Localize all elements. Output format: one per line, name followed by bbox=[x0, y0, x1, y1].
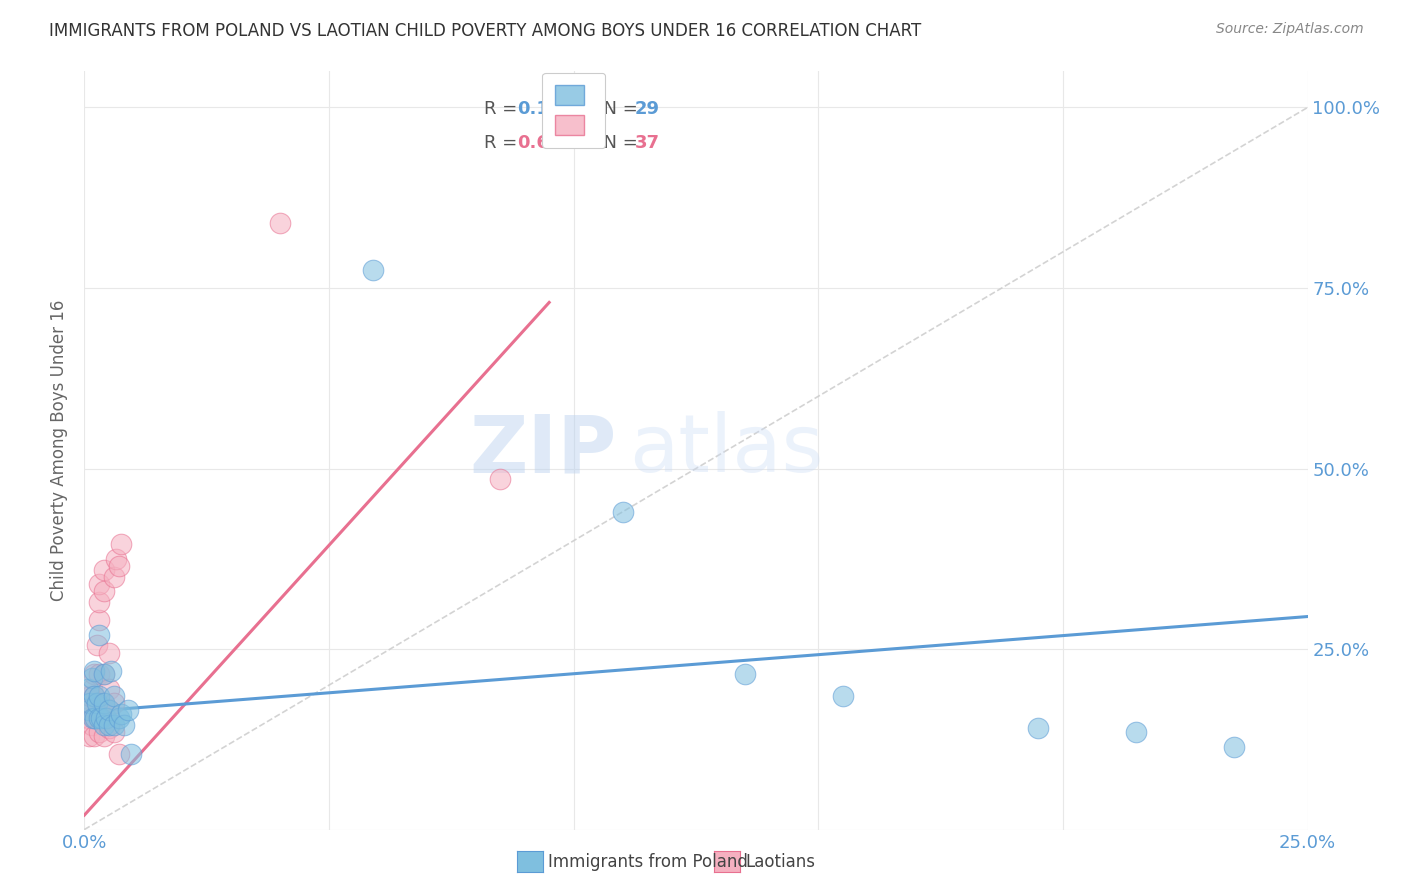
Text: R =: R = bbox=[484, 100, 523, 118]
Point bbox=[361, 263, 384, 277]
Point bbox=[87, 577, 110, 591]
Point bbox=[77, 703, 100, 717]
Point bbox=[87, 725, 110, 739]
Point bbox=[77, 696, 100, 710]
Point bbox=[77, 681, 100, 696]
Point bbox=[1028, 722, 1050, 736]
Text: R =: R = bbox=[484, 134, 523, 152]
Point bbox=[93, 711, 115, 725]
Point bbox=[87, 711, 110, 725]
Y-axis label: Child Poverty Among Boys Under 16: Child Poverty Among Boys Under 16 bbox=[51, 300, 69, 601]
Point bbox=[87, 627, 110, 641]
Text: 0.153: 0.153 bbox=[517, 100, 574, 118]
Text: 37: 37 bbox=[636, 134, 659, 152]
Point bbox=[1125, 725, 1147, 739]
Point bbox=[87, 667, 110, 681]
Point bbox=[93, 718, 115, 732]
Point bbox=[110, 537, 132, 551]
Point bbox=[612, 505, 634, 519]
Text: atlas: atlas bbox=[628, 411, 823, 490]
Point bbox=[107, 747, 129, 761]
Point bbox=[87, 613, 110, 627]
Point bbox=[80, 681, 103, 696]
Point bbox=[83, 664, 105, 678]
Point bbox=[83, 689, 105, 703]
Point bbox=[79, 696, 101, 710]
Point bbox=[80, 718, 103, 732]
Point bbox=[86, 639, 108, 653]
Point bbox=[97, 703, 120, 717]
Point bbox=[489, 472, 512, 486]
Point bbox=[87, 689, 110, 703]
Point bbox=[97, 722, 120, 736]
Point bbox=[80, 671, 103, 685]
Point bbox=[103, 696, 125, 710]
Point bbox=[82, 711, 104, 725]
Point bbox=[93, 584, 115, 599]
Point bbox=[87, 595, 110, 609]
Text: N =: N = bbox=[592, 134, 644, 152]
Point bbox=[76, 711, 98, 725]
Point bbox=[103, 718, 125, 732]
Point bbox=[93, 563, 115, 577]
Point bbox=[97, 681, 120, 696]
Point bbox=[120, 747, 142, 761]
Point bbox=[87, 703, 110, 717]
Point bbox=[86, 696, 108, 710]
Point bbox=[77, 703, 100, 717]
Point bbox=[96, 711, 118, 725]
Point bbox=[93, 729, 115, 743]
Text: Immigrants from Poland: Immigrants from Poland bbox=[548, 853, 748, 871]
Text: Source: ZipAtlas.com: Source: ZipAtlas.com bbox=[1216, 22, 1364, 37]
Point bbox=[831, 689, 853, 703]
Text: 0.630: 0.630 bbox=[517, 134, 574, 152]
Point bbox=[77, 729, 100, 743]
Point bbox=[83, 689, 105, 703]
Point bbox=[117, 703, 139, 717]
Point bbox=[112, 718, 135, 732]
Point bbox=[110, 706, 132, 721]
Legend: , : , bbox=[543, 73, 605, 148]
Point bbox=[93, 667, 115, 681]
Text: IMMIGRANTS FROM POLAND VS LAOTIAN CHILD POVERTY AMONG BOYS UNDER 16 CORRELATION : IMMIGRANTS FROM POLAND VS LAOTIAN CHILD … bbox=[49, 22, 921, 40]
Point bbox=[269, 216, 291, 230]
Point bbox=[93, 696, 115, 710]
Point bbox=[734, 667, 756, 681]
Point bbox=[103, 689, 125, 703]
Point bbox=[97, 718, 120, 732]
Point bbox=[105, 551, 128, 566]
Point bbox=[97, 703, 120, 717]
Text: ZIP: ZIP bbox=[470, 411, 616, 490]
Point bbox=[93, 667, 115, 681]
Text: 29: 29 bbox=[636, 100, 659, 118]
Point bbox=[103, 725, 125, 739]
Point bbox=[83, 711, 105, 725]
Point bbox=[103, 570, 125, 584]
Text: Laotians: Laotians bbox=[745, 853, 815, 871]
Point bbox=[100, 664, 122, 678]
Point bbox=[93, 696, 115, 710]
Point bbox=[79, 689, 101, 703]
Point bbox=[97, 646, 120, 660]
Point bbox=[83, 667, 105, 681]
Point bbox=[83, 729, 105, 743]
Point bbox=[107, 711, 129, 725]
Text: N =: N = bbox=[592, 100, 644, 118]
Point bbox=[1223, 739, 1246, 754]
Point bbox=[90, 711, 112, 725]
Point bbox=[107, 559, 129, 574]
Point bbox=[84, 711, 107, 725]
